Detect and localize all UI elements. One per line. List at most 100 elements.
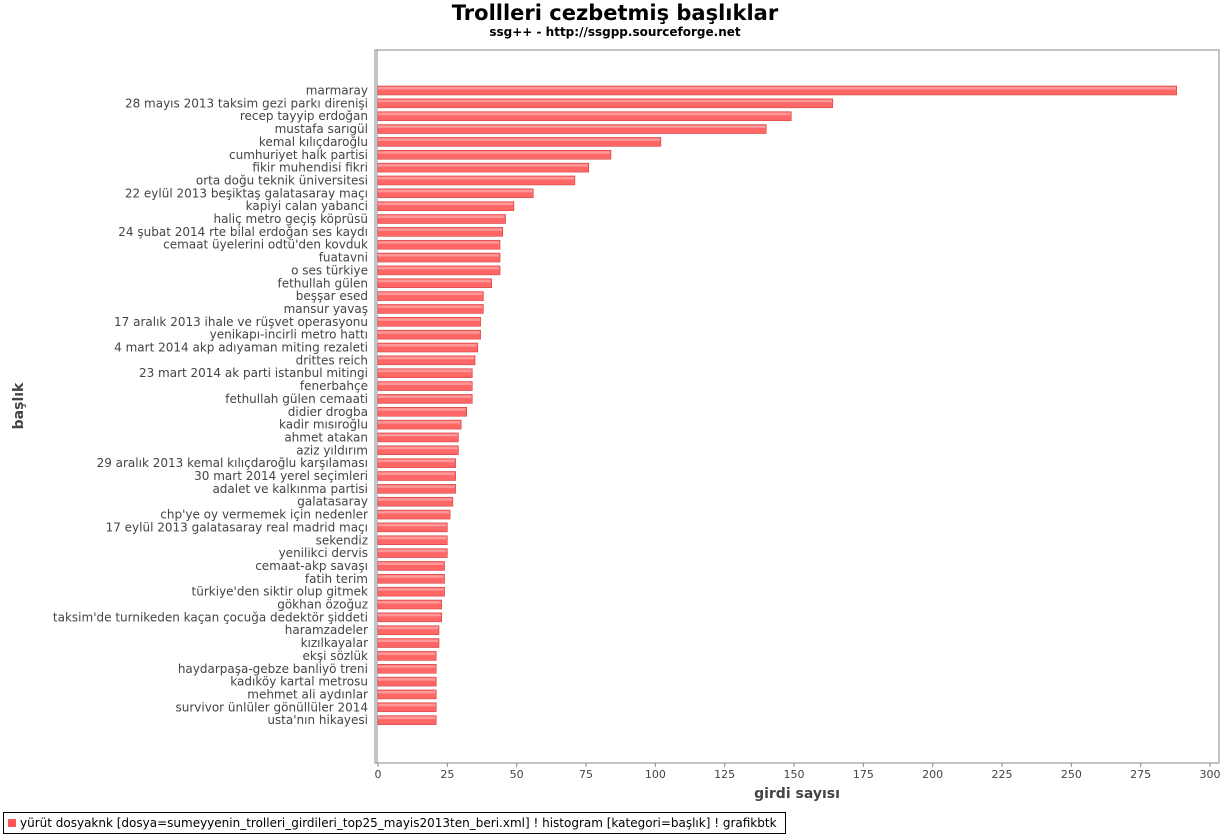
chart-title: Trollleri cezbetmiş başlıklar bbox=[451, 1, 779, 25]
bar bbox=[377, 432, 459, 443]
category-label: yenikapı-incirli metro hattı bbox=[210, 328, 368, 342]
bar bbox=[377, 676, 437, 687]
category-label: fatih terim bbox=[305, 572, 368, 586]
bar-body bbox=[377, 419, 462, 430]
bar-body bbox=[377, 227, 504, 237]
x-axis: 0 25 50 75 100 125 150 175 200 225 250 275 300 bbox=[375, 762, 1221, 781]
bar bbox=[377, 98, 834, 109]
category-label: 23 mart 2014 ak parti istanbul mitingi bbox=[139, 366, 368, 380]
category-label: recep tayyip erdoğan bbox=[240, 109, 368, 123]
bar-body bbox=[377, 561, 445, 571]
bar bbox=[377, 342, 479, 353]
bar-body bbox=[377, 586, 445, 597]
bar bbox=[377, 445, 459, 456]
bar-highlight bbox=[378, 639, 439, 643]
bar-body bbox=[377, 407, 467, 417]
bar-highlight bbox=[378, 279, 491, 283]
bar bbox=[377, 638, 440, 648]
x-tick-label: 125 bbox=[714, 768, 735, 781]
category-label: kemal kılıçdaroğlu bbox=[259, 135, 368, 149]
bar bbox=[377, 162, 590, 173]
bar-body bbox=[377, 175, 576, 186]
bar bbox=[377, 137, 662, 147]
bar bbox=[377, 355, 476, 366]
bar-highlight bbox=[378, 498, 452, 501]
bar-highlight bbox=[378, 87, 1176, 90]
x-tick-label: 300 bbox=[1200, 768, 1221, 781]
x-tick-label: 250 bbox=[1061, 768, 1082, 781]
bar-highlight bbox=[378, 703, 436, 707]
bar-highlight bbox=[378, 421, 461, 424]
bar-highlight bbox=[378, 99, 832, 103]
bar bbox=[377, 496, 454, 507]
x-tick-label: 150 bbox=[784, 768, 805, 781]
bar-body bbox=[377, 85, 1177, 96]
bar bbox=[377, 599, 443, 610]
legend-swatch bbox=[8, 819, 16, 827]
category-label: 4 mart 2014 akp adıyaman miting rezaleti bbox=[114, 341, 368, 355]
chart-subtitle: ssg++ - http://ssgpp.sourceforge.net bbox=[489, 25, 741, 39]
bar-body bbox=[377, 355, 476, 366]
category-label: adalet ve kalkınma partisi bbox=[212, 482, 368, 496]
bar-body bbox=[377, 432, 459, 443]
bar-highlight bbox=[378, 254, 500, 257]
bar-highlight bbox=[378, 716, 436, 720]
bar bbox=[377, 419, 462, 430]
bar-body bbox=[377, 574, 445, 584]
bar-body bbox=[377, 471, 456, 481]
bar-highlight bbox=[378, 176, 574, 180]
bar bbox=[377, 702, 437, 713]
bar bbox=[377, 150, 612, 160]
bar-body bbox=[377, 484, 456, 494]
y-axis-title: başlık bbox=[11, 382, 27, 429]
category-label: 22 eylül 2013 beşiktaş galatasaray maçı bbox=[125, 186, 368, 200]
x-tick-label: 0 bbox=[375, 768, 382, 781]
bar-body bbox=[377, 368, 473, 378]
bar-body bbox=[377, 651, 437, 661]
bar-highlight bbox=[378, 395, 472, 398]
bar-body bbox=[377, 638, 440, 648]
x-tick-label: 275 bbox=[1130, 768, 1151, 781]
bar-body bbox=[377, 304, 484, 314]
bars-group bbox=[377, 85, 1177, 725]
x-tick-label: 175 bbox=[853, 768, 874, 781]
category-label: didier drogba bbox=[288, 405, 368, 419]
category-label: orta doğu teknik üniversitesi bbox=[196, 173, 368, 187]
bar-highlight bbox=[378, 125, 766, 129]
bar-body bbox=[377, 548, 448, 558]
bar-highlight bbox=[378, 202, 513, 206]
category-label: o ses türkiye bbox=[291, 263, 368, 277]
bar-body bbox=[377, 676, 437, 687]
bar-body bbox=[377, 715, 437, 725]
bar-highlight bbox=[378, 536, 447, 540]
category-label: mustafa sarıgül bbox=[275, 122, 368, 136]
category-label: haramzadeler bbox=[285, 623, 368, 637]
bar bbox=[377, 458, 456, 468]
category-label: cumhuriyet halk partisi bbox=[229, 148, 368, 162]
category-label: mansur yavaş bbox=[284, 302, 368, 316]
category-label: marmaray bbox=[306, 84, 368, 98]
category-label: fikir muhendisi fikri bbox=[252, 161, 368, 175]
bar bbox=[377, 201, 515, 211]
bar-highlight bbox=[378, 601, 441, 604]
x-tick-label: 100 bbox=[645, 768, 666, 781]
category-label: survivor ünlüler gönüllüler 2014 bbox=[176, 700, 368, 714]
category-label: galatasaray bbox=[297, 495, 368, 509]
bar-highlight bbox=[378, 652, 436, 655]
bar bbox=[377, 239, 501, 250]
category-label: ahmet atakan bbox=[284, 430, 368, 444]
bar bbox=[377, 291, 484, 301]
bar-highlight bbox=[378, 678, 436, 681]
bar bbox=[377, 522, 448, 533]
bar-body bbox=[377, 702, 437, 713]
category-label: aziz yıldırım bbox=[296, 443, 368, 457]
bar bbox=[377, 368, 473, 378]
bar-body bbox=[377, 664, 437, 674]
bar-body bbox=[377, 162, 590, 173]
bar-body bbox=[377, 612, 443, 623]
category-label: 30 mart 2014 yerel seçimleri bbox=[194, 469, 368, 483]
bar-highlight bbox=[378, 331, 480, 334]
bar-body bbox=[377, 239, 501, 250]
bar bbox=[377, 625, 440, 635]
legend: yürüt dosyaknk [dosya=sumeyyenin_troller… bbox=[3, 812, 786, 834]
